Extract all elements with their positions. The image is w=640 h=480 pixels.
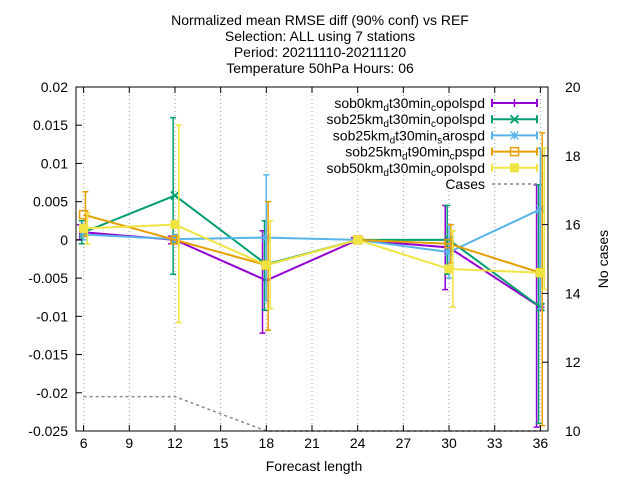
y-tick-label: 0.005 [33, 194, 68, 210]
data-point [353, 235, 363, 245]
series-line [83, 223, 541, 274]
legend-item-cases: Cases [445, 176, 537, 192]
legend-label: sob50kmdt30mincopolspd [327, 160, 485, 179]
y-tick-label: 0.02 [41, 79, 68, 95]
data-point [509, 114, 520, 124]
x-tick-label: 6 [80, 435, 88, 451]
axes-layer: 0.02 0.015 0.01 0.005 0 -0.005 -0.01 -0.015 -0.0… [28, 79, 580, 451]
legend-label: sob0kmdt30mincopolspd [334, 95, 485, 114]
y-tick-label: -0.015 [28, 347, 68, 363]
legend-label: Cases [445, 176, 485, 192]
x-tick-label: 18 [259, 435, 275, 451]
data-point [444, 247, 454, 257]
series-1 [76, 184, 545, 428]
data-point [261, 260, 271, 270]
error-bar [170, 116, 177, 276]
title-line-1: Normalized mean RMSE diff (90% conf) vs … [171, 12, 469, 28]
x-tick-label: 9 [125, 435, 133, 451]
data-point [261, 233, 271, 243]
series-5 [79, 124, 548, 324]
x-tick-label: 21 [304, 435, 320, 451]
x-tick-label: 30 [441, 435, 457, 451]
title-line-3: Period: 20211110-20211120 [234, 44, 407, 60]
data-point [170, 190, 180, 201]
legend-item-4: sob25kmdt90mincpspd [345, 144, 538, 163]
error-bar [541, 147, 548, 291]
data-point [535, 268, 545, 278]
y2-tick-label: 10 [565, 423, 581, 439]
y2-tick-label: 14 [565, 285, 581, 301]
x-tick-label: 36 [533, 435, 549, 451]
y2-tick-label: 20 [565, 79, 581, 95]
data-point [79, 223, 89, 233]
series-layer [76, 116, 548, 428]
y-tick-label: -0.005 [28, 270, 68, 286]
legend-item-1: sob0kmdt30mincopolspd [334, 95, 538, 114]
y2-tick-label: 18 [565, 148, 581, 164]
legend: sob0kmdt30mincopolspdsob25kmdt30mincopol… [327, 95, 538, 192]
legend-label: sob25kmdt90mincpspd [345, 144, 485, 163]
legend-swatch [491, 147, 538, 156]
data-point [79, 230, 89, 239]
y2-tick-label: 12 [565, 354, 581, 370]
data-point [509, 146, 520, 157]
data-point [170, 220, 180, 230]
series-line [83, 208, 541, 254]
y-tick-label: 0.015 [33, 117, 68, 133]
chart-title: Normalized mean RMSE diff (90% conf) vs … [171, 12, 469, 76]
y-tick-label: 0 [60, 232, 68, 248]
legend-label: sob25kmdt30minsarospd [333, 127, 485, 146]
x-tick-label: 33 [487, 435, 503, 451]
x-tick-label: 15 [213, 435, 229, 451]
legend-item-2: sob25kmdt30mincopolspd [327, 111, 538, 130]
title-line-4: Temperature 50hPa Hours: 06 [226, 60, 414, 76]
legend-item-3: sob25kmdt30minsarospd [333, 127, 538, 146]
x-tick-label: 12 [167, 435, 183, 451]
data-point [510, 130, 519, 140]
data-point [444, 264, 454, 274]
data-point [510, 163, 519, 173]
y-tick-label: -0.01 [36, 308, 68, 324]
legend-label: sob25kmdt30mincopolspd [327, 111, 485, 130]
y-tick-label: -0.025 [28, 423, 68, 439]
x-tick-label: 24 [350, 435, 366, 451]
x-axis-label: Forecast length [266, 458, 363, 474]
legend-item-5: sob50kmdt30mincopolspd [327, 160, 538, 179]
y-tick-label: 0.01 [41, 155, 68, 171]
y-tick-label: -0.02 [36, 385, 68, 401]
data-point [535, 204, 545, 214]
data-point [510, 99, 519, 107]
x-tick-label: 27 [396, 435, 412, 451]
right-axis-label: No cases [595, 230, 611, 288]
y2-tick-label: 16 [565, 217, 581, 233]
title-line-2: Selection: ALL using 7 stations [225, 28, 415, 44]
